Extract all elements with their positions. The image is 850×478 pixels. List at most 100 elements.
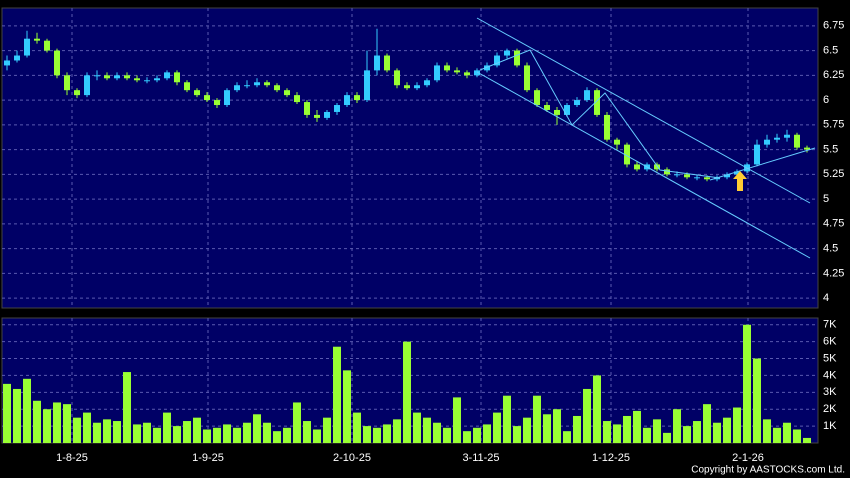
volume-bar bbox=[383, 424, 391, 443]
volume-bar bbox=[93, 422, 101, 443]
volume-bar bbox=[13, 388, 21, 443]
candle-body bbox=[584, 90, 590, 101]
y2-tick-label: 1K bbox=[823, 420, 837, 432]
volume-bar bbox=[343, 370, 351, 443]
y-tick-label: 6.75 bbox=[823, 20, 844, 32]
y-tick-label: 6.25 bbox=[823, 69, 844, 81]
volume-bar bbox=[613, 424, 621, 443]
volume-bar bbox=[73, 417, 81, 443]
y-tick-label: 4.5 bbox=[823, 243, 838, 255]
candle-body bbox=[784, 134, 790, 138]
volume-bar bbox=[483, 424, 491, 443]
y2-tick-label: 2K bbox=[823, 403, 837, 415]
candle-body bbox=[794, 134, 800, 148]
candle-body bbox=[394, 70, 400, 86]
volume-bar bbox=[523, 417, 531, 443]
candle-body bbox=[694, 177, 700, 179]
y2-tick-label: 3K bbox=[823, 386, 837, 398]
candle-body bbox=[574, 100, 580, 106]
volume-bar bbox=[153, 427, 161, 443]
x-tick-label: 2-1-26 bbox=[732, 452, 764, 464]
x-tick-label: 3-11-25 bbox=[462, 452, 499, 464]
candle-body bbox=[754, 144, 760, 165]
y-tick-label: 4 bbox=[823, 292, 829, 304]
volume-bar bbox=[353, 412, 361, 443]
candle-body bbox=[134, 78, 140, 81]
channel-upper bbox=[476, 17, 811, 204]
candle-body bbox=[294, 95, 300, 103]
candle-body bbox=[414, 85, 420, 89]
candle-body bbox=[774, 137, 780, 140]
candle-body bbox=[544, 105, 550, 110]
volume-bar bbox=[513, 426, 521, 443]
candle-body bbox=[674, 174, 680, 176]
candle-body bbox=[154, 78, 160, 81]
volume-bar bbox=[753, 358, 761, 443]
candle-body bbox=[14, 55, 20, 61]
x-tick-label: 1-9-25 bbox=[192, 452, 224, 464]
volume-bar bbox=[453, 397, 461, 443]
volume-bar bbox=[763, 419, 771, 443]
candle-body bbox=[114, 75, 120, 79]
candle-body bbox=[654, 164, 660, 170]
candle-body bbox=[44, 40, 50, 51]
candle-body bbox=[364, 70, 370, 101]
volume-bar bbox=[793, 429, 801, 443]
y-tick-label: 5.5 bbox=[823, 143, 838, 155]
volume-bar bbox=[163, 412, 171, 443]
volume-bar bbox=[113, 421, 121, 443]
volume-bar bbox=[743, 324, 751, 443]
candle-body bbox=[104, 75, 110, 79]
volume-bar bbox=[723, 417, 731, 443]
candle-body bbox=[404, 85, 410, 89]
candle-body bbox=[244, 85, 250, 87]
candle-body bbox=[634, 164, 640, 170]
volume-bar bbox=[273, 431, 281, 443]
volume-bar bbox=[173, 426, 181, 443]
volume-bar bbox=[313, 429, 321, 443]
candle-body bbox=[374, 55, 380, 71]
volume-bar bbox=[373, 427, 381, 443]
volume-bar bbox=[553, 409, 561, 443]
volume-bar bbox=[43, 409, 51, 443]
y-tick-label: 5.25 bbox=[823, 168, 844, 180]
candle-body bbox=[484, 65, 490, 71]
volume-bar bbox=[303, 421, 311, 443]
volume-bar bbox=[543, 414, 551, 443]
candle-body bbox=[664, 169, 670, 175]
candle-body bbox=[344, 95, 350, 106]
candle-body bbox=[334, 105, 340, 112]
trend-lines bbox=[476, 17, 816, 259]
candle-body bbox=[94, 75, 100, 77]
volume-bar bbox=[683, 426, 691, 443]
volume-bar bbox=[263, 422, 271, 443]
y-tick-label: 4.75 bbox=[823, 218, 844, 230]
candle-body bbox=[74, 90, 80, 96]
candle-body bbox=[214, 100, 220, 106]
volume-bar bbox=[773, 427, 781, 443]
candle-body bbox=[204, 95, 210, 101]
candle-body bbox=[514, 50, 520, 66]
candle-body bbox=[764, 139, 770, 145]
y-tick-label: 5.75 bbox=[823, 119, 844, 131]
candle-body bbox=[284, 90, 290, 96]
volume-bar bbox=[33, 400, 41, 443]
candle-body bbox=[254, 82, 260, 86]
volume-bar bbox=[283, 427, 291, 443]
volume-bar bbox=[433, 422, 441, 443]
volume-bar bbox=[713, 422, 721, 443]
volume-bar bbox=[63, 404, 71, 443]
volume-bar bbox=[53, 402, 61, 443]
candle-body bbox=[84, 75, 90, 96]
y-tick-label: 6.5 bbox=[823, 44, 838, 56]
candle-body bbox=[604, 114, 610, 140]
candle-body bbox=[224, 90, 230, 106]
volume-bar bbox=[803, 437, 811, 443]
candle-body bbox=[4, 60, 10, 66]
candle-body bbox=[184, 82, 190, 91]
x-tick-label: 1-8-25 bbox=[56, 452, 88, 464]
x-tick-label: 1-12-25 bbox=[592, 452, 630, 464]
candle-body bbox=[424, 80, 430, 86]
volume-bar bbox=[693, 421, 701, 443]
